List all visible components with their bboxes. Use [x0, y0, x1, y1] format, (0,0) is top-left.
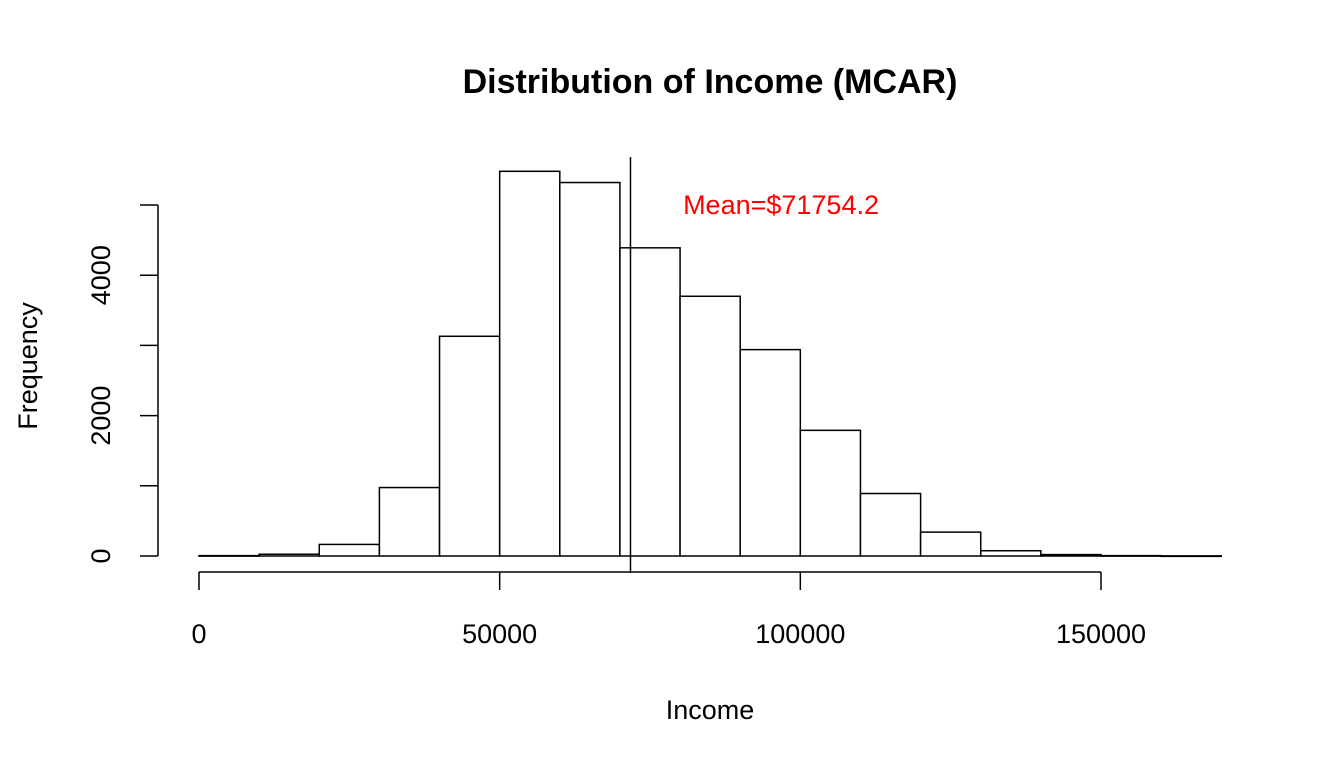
x-axis: 0 50000 100000 150000	[191, 571, 1146, 649]
x-tick-label-1: 50000	[462, 619, 537, 649]
x-axis-label: Income	[666, 695, 755, 725]
histogram-bar-7	[619, 247, 681, 557]
x-tick-label-2: 100000	[755, 619, 845, 649]
chart-title: Distribution of Income (MCAR)	[463, 63, 958, 101]
histogram-bar-3	[378, 486, 441, 557]
histogram-bar-1	[258, 553, 321, 557]
histogram-bar-15	[1100, 554, 1162, 557]
histogram-bar-11	[859, 492, 922, 557]
histogram-bar-16	[1160, 555, 1223, 558]
histogram-bar-2	[318, 543, 381, 557]
histogram-bar-13	[979, 549, 1042, 557]
histogram-bar-10	[799, 429, 862, 557]
y-axis-label: Frequency	[13, 302, 43, 430]
histogram-bars	[198, 170, 1223, 558]
histogram-bar-9	[739, 348, 802, 557]
x-tick-label-0: 0	[191, 619, 206, 649]
histogram-bar-12	[919, 531, 982, 557]
histogram-bar-4	[438, 335, 501, 557]
histogram-bar-0	[198, 554, 260, 557]
y-axis: 0 2000 4000	[86, 204, 159, 564]
y-tick-label-0: 0	[86, 548, 116, 563]
y-tick-label-2: 2000	[86, 386, 116, 446]
histogram-bar-8	[679, 295, 741, 557]
histogram-bar-5	[498, 170, 561, 557]
mean-annotation: Mean=$71754.2	[683, 190, 879, 220]
x-tick-label-3: 150000	[1056, 619, 1146, 649]
histogram-bar-14	[1040, 553, 1102, 557]
histogram-bar-6	[559, 181, 621, 557]
y-tick-label-4: 4000	[86, 245, 116, 305]
